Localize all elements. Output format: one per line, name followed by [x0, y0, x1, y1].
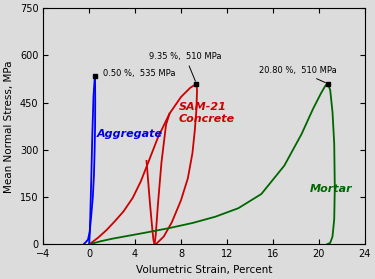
Text: Mortar: Mortar — [309, 184, 352, 194]
Text: 20.80 %,  510 MPa: 20.80 %, 510 MPa — [259, 66, 337, 83]
Text: SAM-21
Concrete: SAM-21 Concrete — [178, 102, 235, 124]
Y-axis label: Mean Normal Stress, MPa: Mean Normal Stress, MPa — [4, 60, 14, 193]
Text: 0.50 %,  535 MPa: 0.50 %, 535 MPa — [95, 69, 176, 78]
X-axis label: Volumetric Strain, Percent: Volumetric Strain, Percent — [136, 265, 272, 275]
Text: Aggregate: Aggregate — [97, 129, 163, 139]
Text: 9.35 %,  510 MPa: 9.35 %, 510 MPa — [149, 52, 221, 81]
